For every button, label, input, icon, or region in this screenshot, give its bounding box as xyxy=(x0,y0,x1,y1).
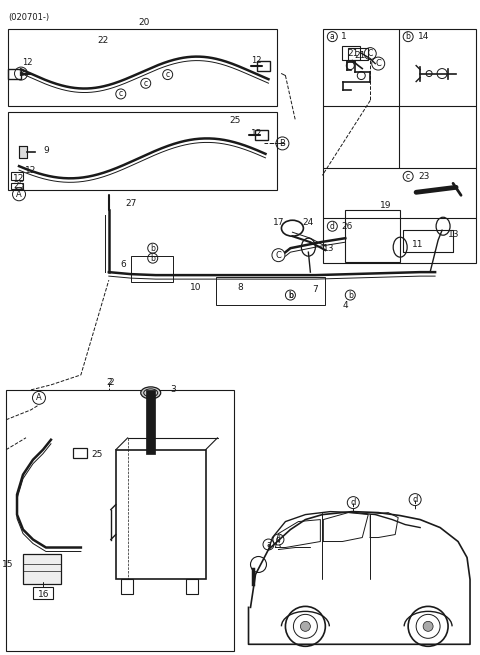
Text: 9: 9 xyxy=(43,146,49,155)
Text: 25: 25 xyxy=(13,181,24,190)
Text: c: c xyxy=(144,79,148,88)
Text: d: d xyxy=(350,498,356,507)
Text: b: b xyxy=(288,291,293,299)
Bar xyxy=(345,210,400,262)
Text: 15: 15 xyxy=(1,560,13,569)
Text: b: b xyxy=(288,291,293,299)
Text: 11: 11 xyxy=(412,240,424,249)
Circle shape xyxy=(423,622,433,631)
Text: B: B xyxy=(18,69,24,78)
Text: 13: 13 xyxy=(324,244,335,253)
Text: C: C xyxy=(368,49,373,58)
Text: 6: 6 xyxy=(120,259,126,269)
Bar xyxy=(8,69,21,79)
Text: 12: 12 xyxy=(25,166,36,175)
Text: 23: 23 xyxy=(418,172,430,181)
Bar xyxy=(257,61,270,71)
Text: d: d xyxy=(276,535,281,544)
Bar xyxy=(33,588,53,599)
Text: 12: 12 xyxy=(251,129,262,138)
Text: 22: 22 xyxy=(97,36,108,45)
Text: d: d xyxy=(330,222,335,231)
Text: 3: 3 xyxy=(171,385,177,394)
Bar xyxy=(11,172,23,180)
Ellipse shape xyxy=(141,387,161,399)
Bar xyxy=(11,183,23,189)
Text: b: b xyxy=(150,244,155,253)
Text: 4: 4 xyxy=(343,301,348,310)
Text: 13: 13 xyxy=(448,230,459,238)
Text: 2: 2 xyxy=(108,379,114,387)
Bar xyxy=(216,277,325,305)
Text: (020701-): (020701-) xyxy=(8,12,49,22)
Bar xyxy=(186,580,198,594)
Text: 10: 10 xyxy=(190,282,202,291)
Text: c: c xyxy=(406,172,410,181)
Text: 1: 1 xyxy=(341,32,347,41)
Text: d: d xyxy=(412,495,418,504)
Bar xyxy=(73,448,87,458)
Text: c: c xyxy=(166,70,170,79)
Text: 21: 21 xyxy=(355,51,366,60)
Text: 24: 24 xyxy=(303,217,314,227)
Text: a: a xyxy=(266,540,271,549)
Text: A: A xyxy=(36,394,42,402)
Text: 17: 17 xyxy=(273,217,284,227)
Text: 25: 25 xyxy=(230,116,241,125)
Circle shape xyxy=(300,622,311,631)
Bar xyxy=(342,46,360,60)
Text: C: C xyxy=(276,251,281,259)
Text: 26: 26 xyxy=(341,222,353,231)
Polygon shape xyxy=(19,147,27,159)
Bar xyxy=(121,580,133,594)
Text: 7: 7 xyxy=(312,284,318,293)
Text: b: b xyxy=(406,32,410,41)
Text: 8: 8 xyxy=(238,282,243,291)
Text: 25: 25 xyxy=(91,450,102,459)
Bar xyxy=(324,29,476,263)
Text: 2: 2 xyxy=(106,379,112,387)
Bar xyxy=(255,130,268,140)
Text: 12: 12 xyxy=(251,56,262,65)
Text: A: A xyxy=(16,190,22,199)
Bar xyxy=(8,113,277,191)
Bar xyxy=(6,390,234,651)
Text: 19: 19 xyxy=(380,201,391,210)
Text: 27: 27 xyxy=(125,198,136,208)
Text: B: B xyxy=(279,139,286,148)
Bar xyxy=(8,29,277,107)
Bar xyxy=(403,230,453,252)
Text: 20: 20 xyxy=(138,18,149,27)
Bar xyxy=(116,450,205,580)
Text: b: b xyxy=(348,291,353,299)
Text: a: a xyxy=(330,32,335,41)
Text: C: C xyxy=(375,59,381,68)
Text: 12: 12 xyxy=(13,174,24,183)
Text: 12: 12 xyxy=(22,58,32,67)
Bar xyxy=(131,256,173,282)
Text: 21: 21 xyxy=(348,49,359,58)
Bar xyxy=(23,555,61,584)
Text: 14: 14 xyxy=(418,32,430,41)
Text: c: c xyxy=(119,90,123,98)
Text: 16: 16 xyxy=(38,590,49,599)
Text: b: b xyxy=(150,253,155,263)
Bar xyxy=(348,48,368,60)
